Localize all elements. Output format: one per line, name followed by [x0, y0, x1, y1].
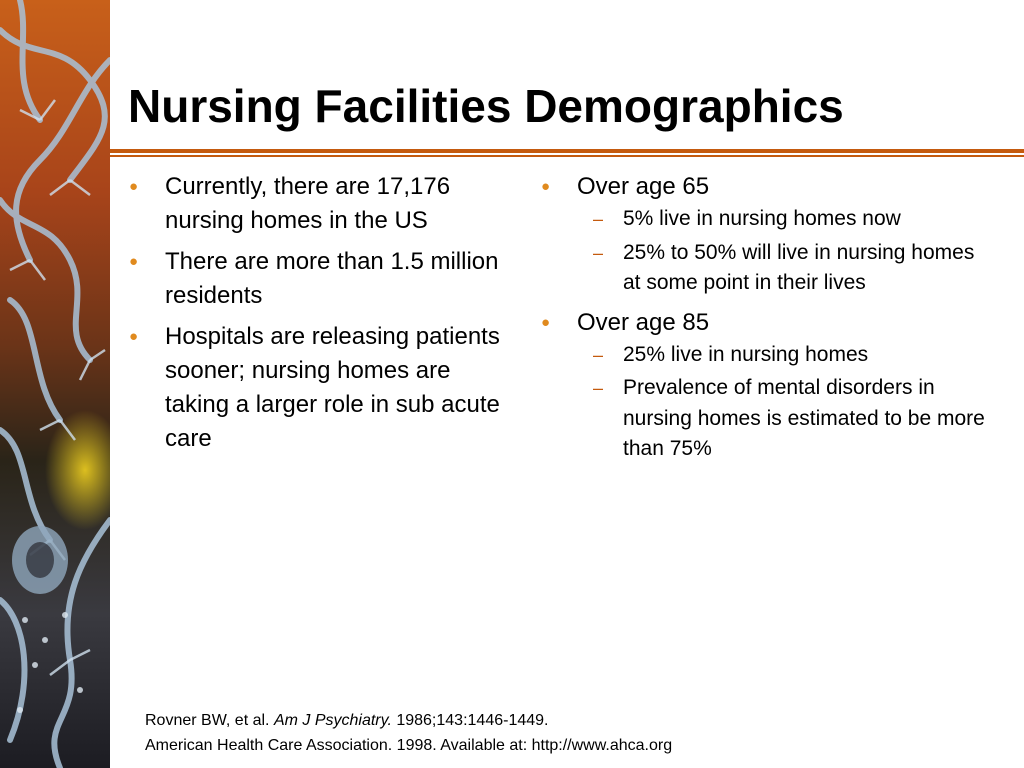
references: Rovner BW, et al. Am J Psychiatry. 1986;…: [145, 708, 672, 758]
sub-list-item: – Prevalence of mental disorders in nurs…: [537, 373, 997, 465]
reference-1: Rovner BW, et al. Am J Psychiatry. 1986;…: [145, 708, 672, 733]
list-item: ● There are more than 1.5 million reside…: [125, 245, 505, 313]
dash-icon: –: [593, 242, 604, 263]
sub-list-item: – 25% to 50% will live in nursing homes …: [537, 238, 997, 299]
reference-2: American Health Care Association. 1998. …: [145, 737, 673, 754]
reference-1-journal: Am J Psychiatry.: [273, 712, 392, 729]
bullet-icon: ●: [541, 178, 551, 195]
reference-1-details: 1986;143:1446-1449.: [391, 712, 549, 729]
reference-1-authors: Rovner BW, et al.: [145, 712, 274, 729]
left-bullet-list: ● Currently, there are 17,176 nursing ho…: [125, 170, 505, 456]
sub-bullet-text: 5% live in nursing homes now: [623, 207, 901, 230]
dash-icon: –: [593, 378, 604, 398]
bullet-icon: ●: [129, 253, 139, 270]
sub-bullet-list: – 25% live in nursing homes – Prevalence…: [577, 340, 997, 465]
slide-title: Nursing Facilities Demographics: [128, 80, 844, 132]
bullet-text: There are more than 1.5 million resident…: [165, 248, 499, 309]
right-column: ● Over age 65 – 5% live in nursing homes…: [537, 170, 997, 472]
sub-list-item: – 25% live in nursing homes: [537, 340, 997, 371]
sub-bullet-text: 25% to 50% will live in nursing homes at…: [623, 240, 975, 295]
list-item: ● Hospitals are releasing patients soone…: [125, 320, 505, 456]
bullet-icon: ●: [129, 178, 139, 195]
sub-list-item: – 5% live in nursing homes now: [537, 204, 997, 235]
bullet-text: Currently, there are 17,176 nursing home…: [165, 173, 451, 234]
sub-bullet-text: Prevalence of mental disorders in nursin…: [623, 376, 985, 460]
bullet-icon: ●: [541, 313, 551, 331]
list-item: ● Currently, there are 17,176 nursing ho…: [125, 170, 505, 238]
neuron-illustration-icon: [0, 0, 110, 768]
left-column: ● Currently, there are 17,176 nursing ho…: [125, 170, 505, 463]
sub-bullet-text: 25% live in nursing homes: [623, 342, 869, 366]
sub-bullet-list: – 5% live in nursing homes now – 25% to …: [577, 204, 997, 299]
dash-icon: –: [593, 344, 604, 365]
bullet-text: Over age 65: [577, 173, 710, 200]
bullet-text: Over age 85: [577, 308, 710, 336]
bullet-icon: ●: [129, 328, 139, 345]
bullet-text: Hospitals are releasing patients sooner;…: [165, 323, 500, 452]
right-bullet-list: ● Over age 65 – 5% live in nursing homes…: [537, 170, 997, 465]
title-divider-thick: [110, 149, 1024, 153]
list-item: ● Over age 85 – 25% live in nursing home…: [537, 306, 997, 465]
list-item: ● Over age 65 – 5% live in nursing homes…: [537, 170, 997, 299]
title-divider: [110, 149, 1024, 157]
dash-icon: –: [593, 209, 604, 229]
title-divider-thin: [110, 155, 1024, 157]
